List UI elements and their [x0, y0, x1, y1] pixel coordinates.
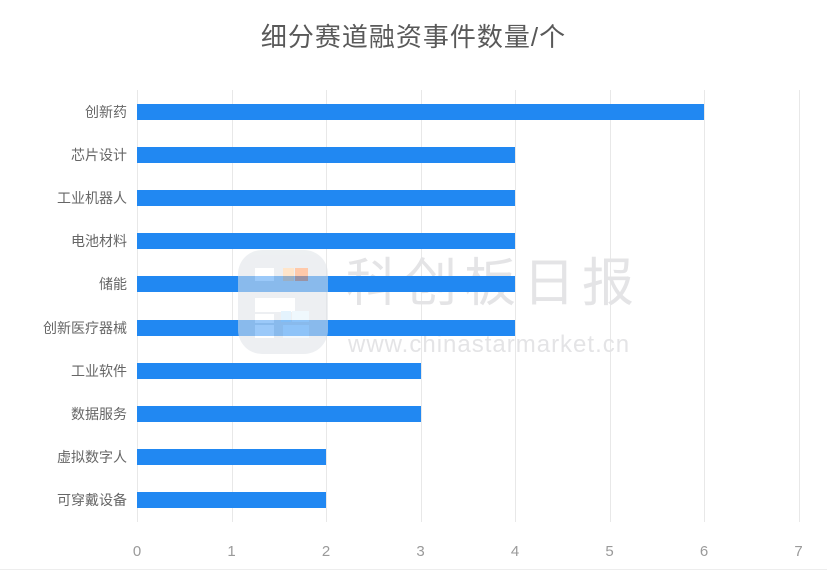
x-tick-label: 4 — [510, 543, 520, 560]
category-label: 工业机器人 — [57, 190, 127, 206]
logo-block — [255, 314, 274, 323]
category-label: 电池材料 — [71, 233, 127, 250]
chart-title: 细分赛道融资事件数量/个 — [260, 22, 567, 52]
x-tick-label: 7 — [794, 543, 803, 560]
bar — [137, 406, 421, 422]
logo-block — [295, 268, 308, 281]
gridline — [609, 90, 611, 522]
gridline — [798, 90, 800, 522]
gridline — [515, 90, 516, 522]
bar — [137, 362, 421, 379]
bar — [137, 146, 515, 163]
category-label: 可穿戴设备 — [57, 492, 127, 509]
x-tick-label: 0 — [132, 543, 142, 560]
logo-block — [283, 325, 309, 338]
logo-block — [292, 311, 309, 322]
plot-area: 科创板日报 www.chinastarmarket.cn 创新药芯片设计工业机器… — [43, 90, 800, 522]
logo-block — [283, 268, 294, 281]
gridline — [137, 90, 138, 522]
logo-block — [281, 311, 291, 322]
bar — [137, 449, 326, 466]
category-label: 虚拟数字人 — [57, 449, 127, 466]
x-tick-label: 2 — [321, 543, 331, 560]
category-label: 数据服务 — [71, 406, 127, 422]
x-tick-label: 3 — [416, 543, 425, 560]
gridline — [420, 90, 422, 522]
x-tick-label: 6 — [699, 543, 709, 560]
category-label: 储能 — [99, 276, 127, 293]
watermark-url-text: www.chinastarmarket.cn — [348, 331, 631, 358]
category-label: 创新医疗器械 — [43, 319, 127, 336]
logo-block — [255, 325, 274, 338]
gridline — [704, 90, 705, 522]
gridline — [231, 90, 233, 522]
bar — [137, 492, 326, 509]
bar — [137, 190, 515, 206]
bar — [137, 103, 704, 120]
starmarket-logo-icon — [238, 250, 328, 354]
category-label: 创新药 — [85, 103, 127, 120]
x-tick-label: 5 — [605, 543, 614, 560]
logo-block — [255, 298, 295, 312]
category-label: 芯片设计 — [71, 146, 127, 163]
x-tick-label: 1 — [227, 543, 236, 560]
category-label: 工业软件 — [71, 362, 127, 379]
bar — [137, 233, 515, 250]
logo-block — [255, 268, 274, 281]
bottom-divider — [0, 569, 827, 570]
